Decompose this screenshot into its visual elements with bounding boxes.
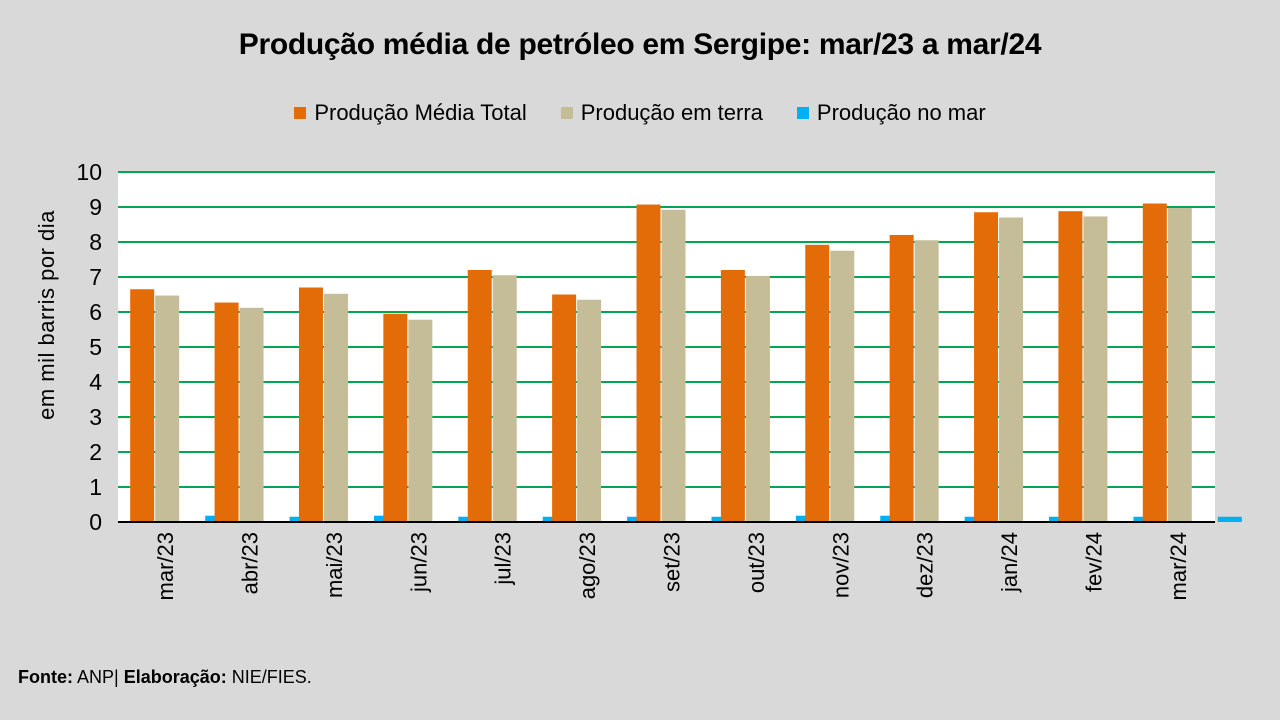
bar-total — [974, 212, 999, 522]
bar-total — [720, 270, 745, 522]
legend-item-total: Produção Média Total — [294, 100, 527, 126]
bar-terra — [408, 319, 433, 522]
x-tick-label: mai/23 — [322, 532, 347, 598]
y-tick-label: 1 — [89, 474, 102, 500]
bar-terra — [1083, 216, 1108, 522]
source-note: Fonte: ANP| Elaboração: NIE/FIES. — [18, 667, 312, 688]
bar-total — [130, 289, 155, 522]
legend-swatch-mar — [796, 107, 809, 119]
bar-total — [383, 313, 408, 522]
x-tick-label: set/23 — [660, 532, 685, 592]
y-tick-label: 3 — [89, 404, 102, 430]
bar-total — [889, 235, 914, 522]
x-tick-label: jul/23 — [491, 532, 516, 586]
bar-terra — [661, 209, 686, 523]
x-tick-label: jan/24 — [997, 532, 1022, 593]
y-tick-label: 0 — [89, 509, 102, 535]
chart-title: Produção média de petróleo em Sergipe: m… — [238, 28, 1042, 61]
y-tick-label: 5 — [89, 334, 102, 360]
y-tick-label: 8 — [89, 229, 102, 255]
x-tick-label: jun/23 — [406, 532, 431, 593]
legend-label-terra: Produção em terra — [580, 100, 763, 125]
elaboration-label: Elaboração: — [123, 667, 227, 687]
y-tick-label: 9 — [89, 194, 102, 220]
bar-terra — [830, 250, 855, 522]
legend: Produção Média Total Produção em terra P… — [0, 100, 1280, 126]
elaboration-value: NIE/FIES. — [231, 667, 312, 687]
legend-item-mar: Produção no mar — [796, 100, 986, 126]
x-tick-label: dez/23 — [913, 532, 938, 598]
y-tick-label: 4 — [89, 369, 102, 395]
x-tick-label: abr/23 — [238, 532, 263, 594]
legend-label-total: Produção Média Total — [314, 100, 527, 125]
x-tick-label: nov/23 — [828, 532, 853, 598]
source-value: ANP| — [77, 667, 119, 687]
bar-total — [467, 270, 492, 522]
bar-terra — [492, 275, 517, 522]
legend-item-terra: Produção em terra — [560, 100, 763, 126]
x-tick-label: out/23 — [744, 532, 769, 593]
bar-terra — [914, 240, 939, 522]
bar-mar — [1217, 516, 1242, 522]
y-tick-label: 6 — [89, 299, 102, 325]
bar-total — [214, 302, 239, 522]
bar-terra — [1167, 208, 1192, 523]
legend-swatch-total — [294, 107, 307, 119]
bar-total — [298, 287, 323, 522]
bar-terra — [999, 217, 1024, 522]
bar-total — [1058, 211, 1083, 522]
bar-total — [805, 244, 830, 523]
x-tick-label: mar/24 — [1166, 532, 1191, 600]
bar-terra — [577, 299, 602, 522]
bar-terra — [323, 293, 348, 522]
bar-terra — [745, 275, 770, 522]
bar-total — [1142, 203, 1167, 522]
bar-terra — [155, 295, 180, 522]
x-tick-label: mar/23 — [153, 532, 178, 600]
x-tick-label: ago/23 — [575, 532, 600, 599]
y-tick-label: 7 — [89, 264, 102, 290]
y-tick-label: 2 — [89, 439, 102, 465]
x-tick-label: fev/24 — [1081, 532, 1106, 592]
source-label: Fonte: — [18, 667, 73, 687]
bar-total — [636, 204, 661, 523]
bar-terra — [239, 307, 264, 522]
y-tick-label: 10 — [76, 159, 102, 185]
bar-total — [552, 294, 577, 522]
legend-swatch-terra — [560, 107, 573, 119]
legend-label-mar: Produção no mar — [816, 100, 986, 125]
